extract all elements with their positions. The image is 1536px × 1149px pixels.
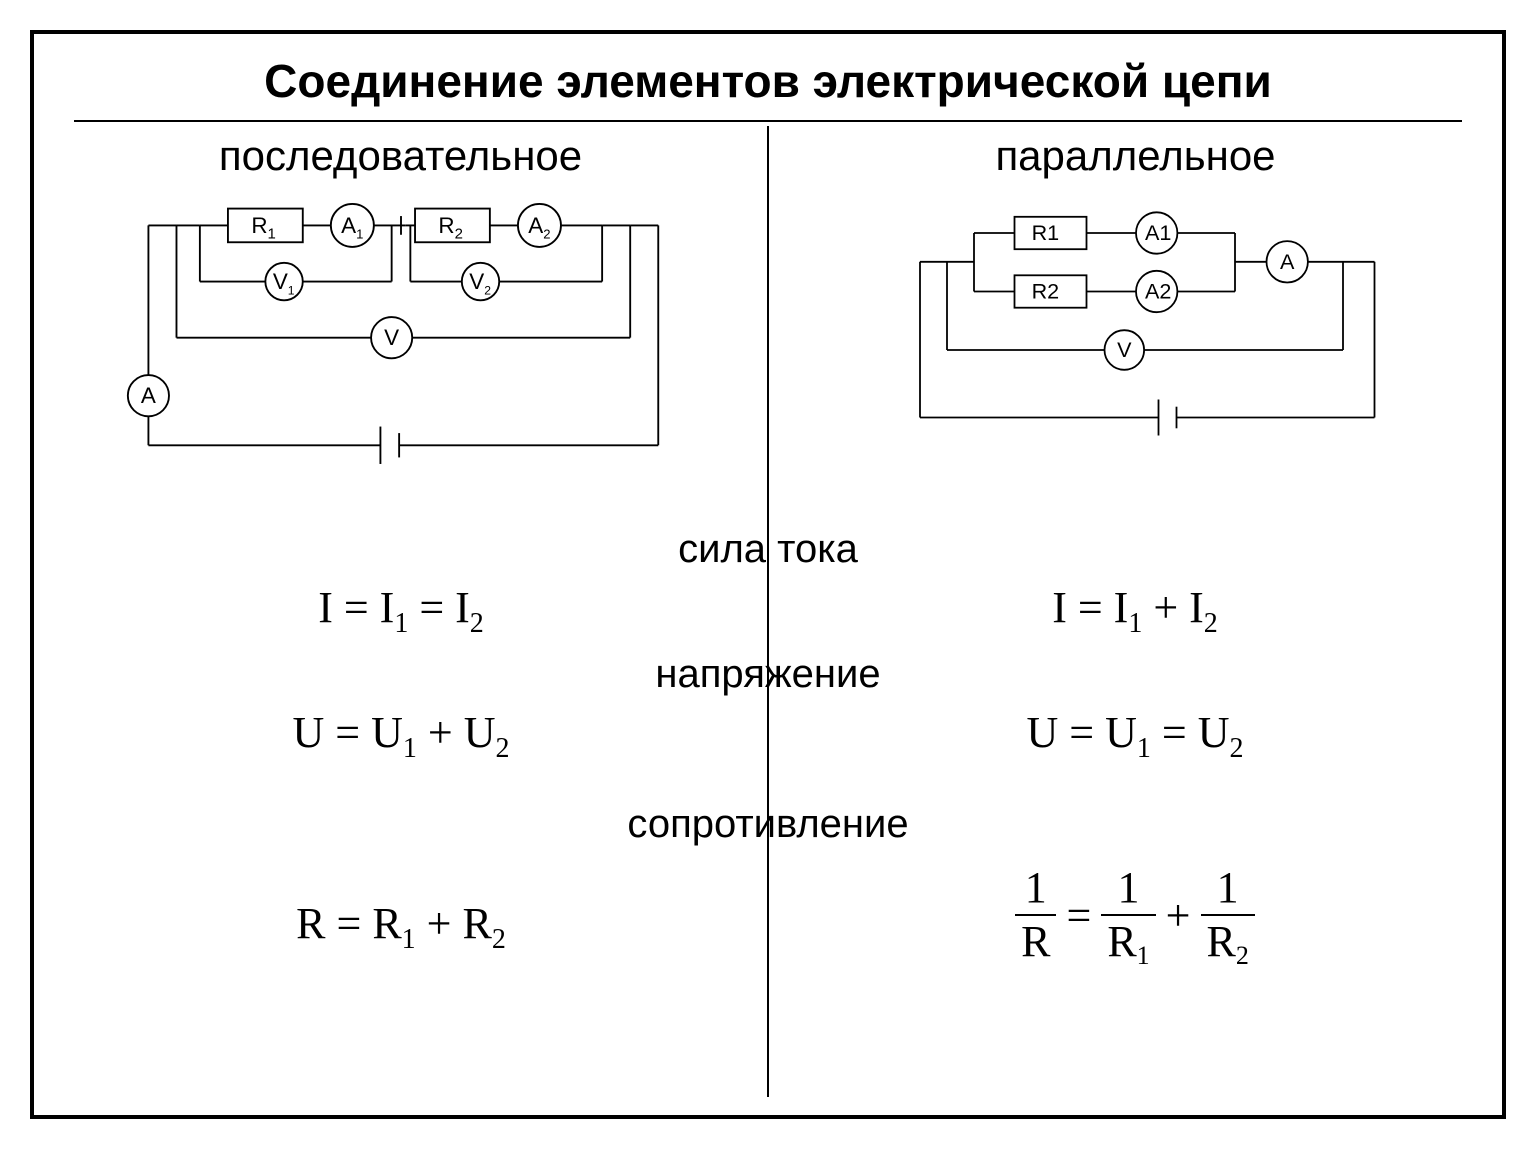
formula-rows: сила тока I = I1 = I2 I = I1 + I2 напряж… bbox=[34, 122, 1502, 1093]
series-current-formula: I = I1 = I2 bbox=[34, 582, 768, 640]
parallel-voltage-formula: U = U1 = U2 bbox=[768, 707, 1502, 765]
section-label-voltage: напряжение bbox=[34, 652, 1502, 697]
parallel-resistance-formula: 1 R = 1 R1 + bbox=[768, 862, 1502, 964]
main-title: Соединение элементов электрической цепи bbox=[34, 54, 1502, 108]
series-voltage-formula: U = U1 + U2 bbox=[34, 707, 768, 765]
parallel-current-formula: I = I1 + I2 bbox=[768, 582, 1502, 640]
section-label-resistance: сопротивление bbox=[34, 802, 1502, 847]
series-resistance-formula: R = R1 + R2 bbox=[34, 870, 768, 956]
section-label-current: сила тока bbox=[34, 527, 1502, 572]
outer-frame: Соединение элементов электрической цепи … bbox=[30, 30, 1506, 1119]
columns: последовательное bbox=[34, 122, 1502, 1093]
